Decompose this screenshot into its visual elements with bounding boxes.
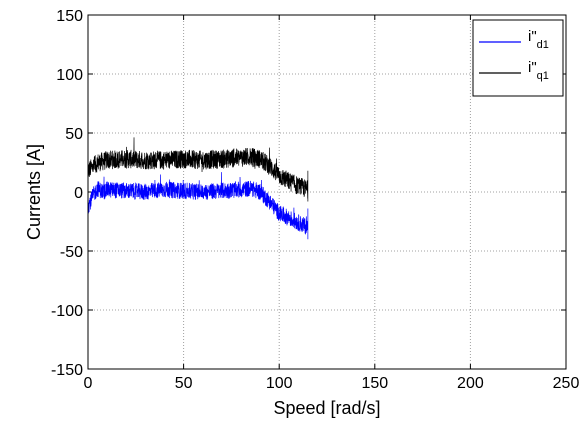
x-tick-label: 50: [175, 375, 193, 392]
legend-label-d1: i"d1: [528, 28, 549, 51]
y-tick-labels: 150 100 50 0 -50 -100 -150: [51, 8, 83, 379]
legend-label-sub: d1: [537, 39, 549, 51]
y-axis-label: Currents [A]: [24, 144, 44, 240]
legend-label-main: i": [528, 28, 537, 45]
y-tick-label: 0: [74, 185, 83, 202]
x-tick-label: 150: [361, 375, 388, 392]
y-tick-label: -150: [51, 362, 83, 379]
x-tick-label: 100: [266, 375, 293, 392]
series-line-d1: [87, 172, 309, 240]
legend-label-sub: q1: [537, 70, 549, 82]
series-line-q1: [87, 137, 309, 202]
y-tick-label: -50: [60, 244, 83, 261]
y-tick-label: -100: [51, 303, 83, 320]
y-tick-label: 100: [56, 67, 83, 84]
legend-box: [472, 19, 564, 97]
legend-label-main: i": [528, 59, 537, 76]
series-lines: [87, 137, 309, 240]
y-tick-label: 50: [65, 126, 83, 143]
legend: i"d1i"q1: [472, 19, 564, 97]
x-axis-label: Speed [rad/s]: [273, 398, 380, 418]
x-tick-label: 0: [84, 375, 93, 392]
x-tick-label: 250: [553, 375, 580, 392]
legend-label-q1: i"q1: [528, 59, 549, 82]
y-tick-label: 150: [56, 8, 83, 25]
x-tick-labels: 0 50 100 150 200 250: [84, 375, 580, 392]
x-tick-label: 200: [457, 375, 484, 392]
plot-frame: [87, 14, 567, 370]
